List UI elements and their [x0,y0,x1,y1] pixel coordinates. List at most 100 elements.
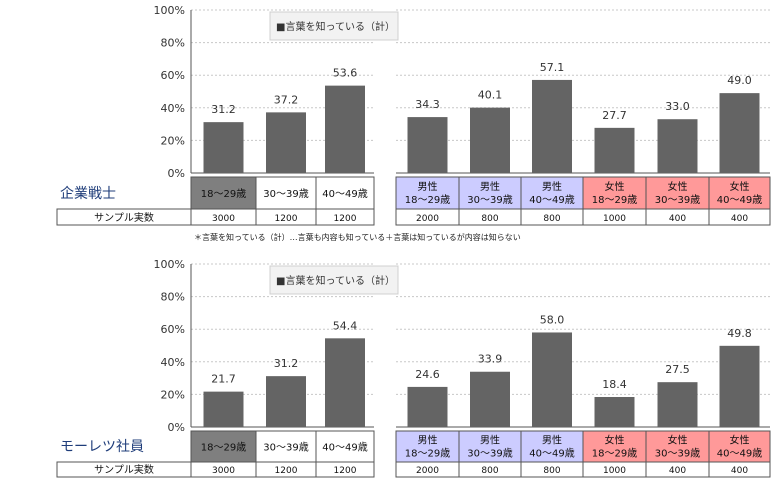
category-label-age: 40～49歳 [529,448,574,460]
y-tick-label: 20% [161,388,185,401]
y-tick-label: 40% [161,102,185,115]
data-label: 33.0 [665,100,690,113]
bar [594,127,635,173]
bar [657,119,698,173]
y-tick-label: 0% [168,167,185,180]
category-header-cell [395,430,460,463]
data-label: 27.7 [602,109,627,122]
legend-box [269,11,399,41]
data-label: 18.4 [602,378,627,391]
sample-value: 800 [481,466,498,476]
bar [532,332,572,427]
category-label-age: 30～39歳 [655,448,700,460]
sample-value: 400 [669,214,686,224]
bar [407,117,448,173]
category-header-cell [582,430,647,463]
sample-cell [315,208,375,226]
category-label-gender: 男性 [542,434,562,447]
bar [325,338,365,427]
chart-panel-1: 0% 20% 40% 60% 80% 100% ■言葉を知っている（計） 31.2 37.2 53… [56,4,771,226]
category-label-age: 18～29歳 [201,442,246,454]
sample-value: 1200 [275,466,298,476]
category-label-gender: 女性 [605,434,625,447]
category-label-age: 18～29歳 [405,448,450,460]
bar [203,122,244,173]
category-label-age: 30～39歳 [263,442,308,454]
data-label: 57.1 [540,61,565,74]
category-label-age: 18～29歳 [405,194,450,206]
legend: ■言葉を知っている（計） [269,265,399,295]
category-header-cell [645,430,710,463]
y-tick-label: 40% [161,356,185,369]
category-label-age: 30～39歳 [467,448,512,460]
category-header-cell [520,430,584,463]
sample-value: 400 [669,466,686,476]
sample-value: 1200 [334,466,357,476]
category-label-gender: 女性 [730,434,750,447]
sample-cell [315,461,375,478]
bar [470,107,510,173]
sample-value: 2000 [416,466,439,476]
category-label-gender: 女性 [668,180,688,193]
y-tick-label: 100% [154,258,185,271]
data-label: 53.6 [333,67,358,80]
sample-value: 2000 [416,214,439,224]
category-label-age: 18～29歳 [592,448,637,460]
bar [657,382,698,427]
category-label-gender: 女性 [668,434,688,447]
legend-box [269,265,399,295]
category-label-age: 30～39歳 [263,188,308,200]
data-label: 31.2 [211,103,236,116]
category-header-cell [315,430,375,463]
category-label-age: 18～29歳 [592,194,637,206]
sample-value: 400 [731,214,748,224]
category-label-age: 40～49歳 [322,188,367,200]
category-label-age: 40～49歳 [322,442,367,454]
bar [407,386,448,427]
category-label-gender: 女性 [730,180,750,193]
data-label: 21.7 [211,373,236,386]
data-label: 49.0 [727,74,752,87]
sample-value: 1200 [275,214,298,224]
category-label-age: 30～39歳 [467,194,512,206]
legend: ■言葉を知っている（計） [269,11,399,41]
data-label: 27.5 [665,363,690,376]
sample-value: 1200 [334,214,357,224]
sample-cell [708,461,771,478]
bar [594,397,635,427]
sample-value: 400 [731,466,748,476]
category-label-age: 40～49歳 [717,194,762,206]
bar [719,93,760,173]
chart-title: 企業戦士 [60,185,116,202]
legend-label: ■言葉を知っている（計） [276,20,395,33]
sample-value: 800 [543,214,560,224]
y-tick-label: 60% [161,323,185,336]
category-label-gender: 男性 [480,434,500,447]
category-label-age: 40～49歳 [529,194,574,206]
category-header-cell [582,176,647,210]
legend-label: ■言葉を知っている（計） [276,274,395,287]
data-label: 54.4 [333,319,358,332]
chart-panel-2: 0% 20% 40% 60% 80% 100% ■言葉を知っている（計） 21.7 31.2 54… [56,258,771,478]
data-label: 37.2 [274,93,299,106]
sample-value: 800 [543,466,560,476]
bar [203,391,244,427]
y-tick-label: 80% [161,291,185,304]
bar [266,376,306,427]
sample-row-label: サンプル実数 [94,211,154,224]
data-label: 31.2 [274,357,299,370]
category-label-gender: 女性 [605,180,625,193]
data-label: 49.8 [727,327,752,340]
data-label: 40.1 [478,89,503,102]
data-label: 24.6 [415,368,440,381]
chart-title: モーレツ社員 [60,439,144,455]
data-label: 58.0 [540,313,565,326]
category-label-age: 18～29歳 [201,188,246,200]
category-label-age: 30～39歳 [655,194,700,206]
category-header-cell [645,176,710,210]
sample-row-label: サンプル実数 [94,463,154,476]
category-label-gender: 男性 [418,434,438,447]
sample-value: 1000 [603,214,626,224]
y-tick-label: 100% [154,4,185,17]
